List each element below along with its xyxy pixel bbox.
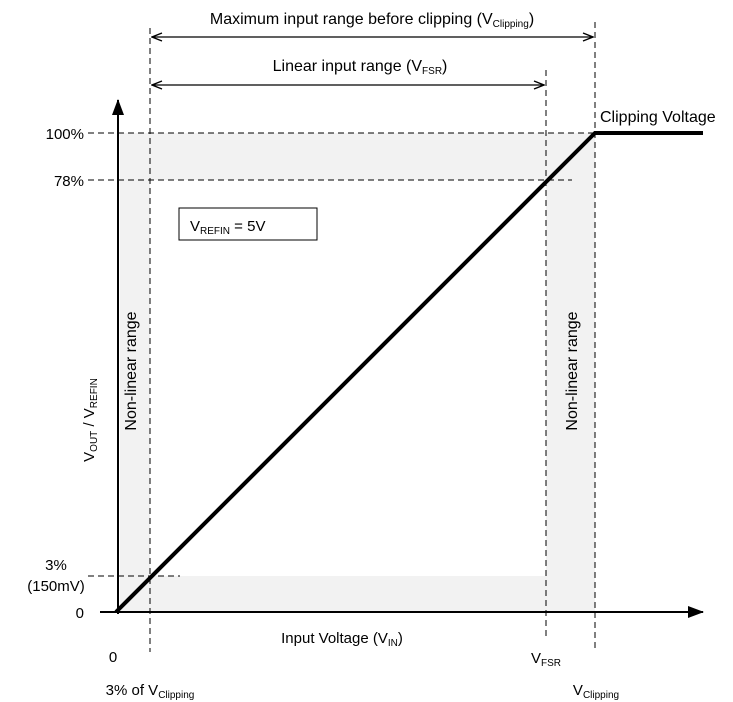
clipping-voltage-label: Clipping Voltage [600,109,716,126]
transfer-curve [114,131,703,614]
y-tick-100: 100% [46,126,84,143]
linear-range-label: Linear input range (VFSR) [273,58,448,77]
y-tick-0: 0 [76,605,84,622]
max-range-label: Maximum input range before clipping (VCl… [210,11,534,30]
y-tick-78: 78% [54,173,84,190]
y-axis-label: VOUT / VREFIN [81,378,100,462]
refin-label: VREFIN = 5V [190,218,265,237]
shade-bottom [120,576,595,613]
y-tick-3: 3% [45,557,67,574]
shade-top [120,133,595,180]
dashed-guides [88,22,596,652]
x-tick-vfsr: VFSR [531,650,561,669]
x-tick-3pct: 3% of VClipping [106,682,195,701]
nonlinear-label-left: Non-linear range [123,311,140,430]
x-tick-0: 0 [109,649,117,666]
shade-left [120,133,150,613]
x-axis-label: Input Voltage (VIN) [281,630,403,649]
x-tick-vclipping: VClipping [573,682,619,701]
nonlinear-shading [120,133,595,613]
y-tick-3-sub: (150mV) [27,578,85,595]
refin-box [178,207,318,241]
shade-right [546,133,595,613]
nonlinear-label-right: Non-linear range [564,311,581,430]
